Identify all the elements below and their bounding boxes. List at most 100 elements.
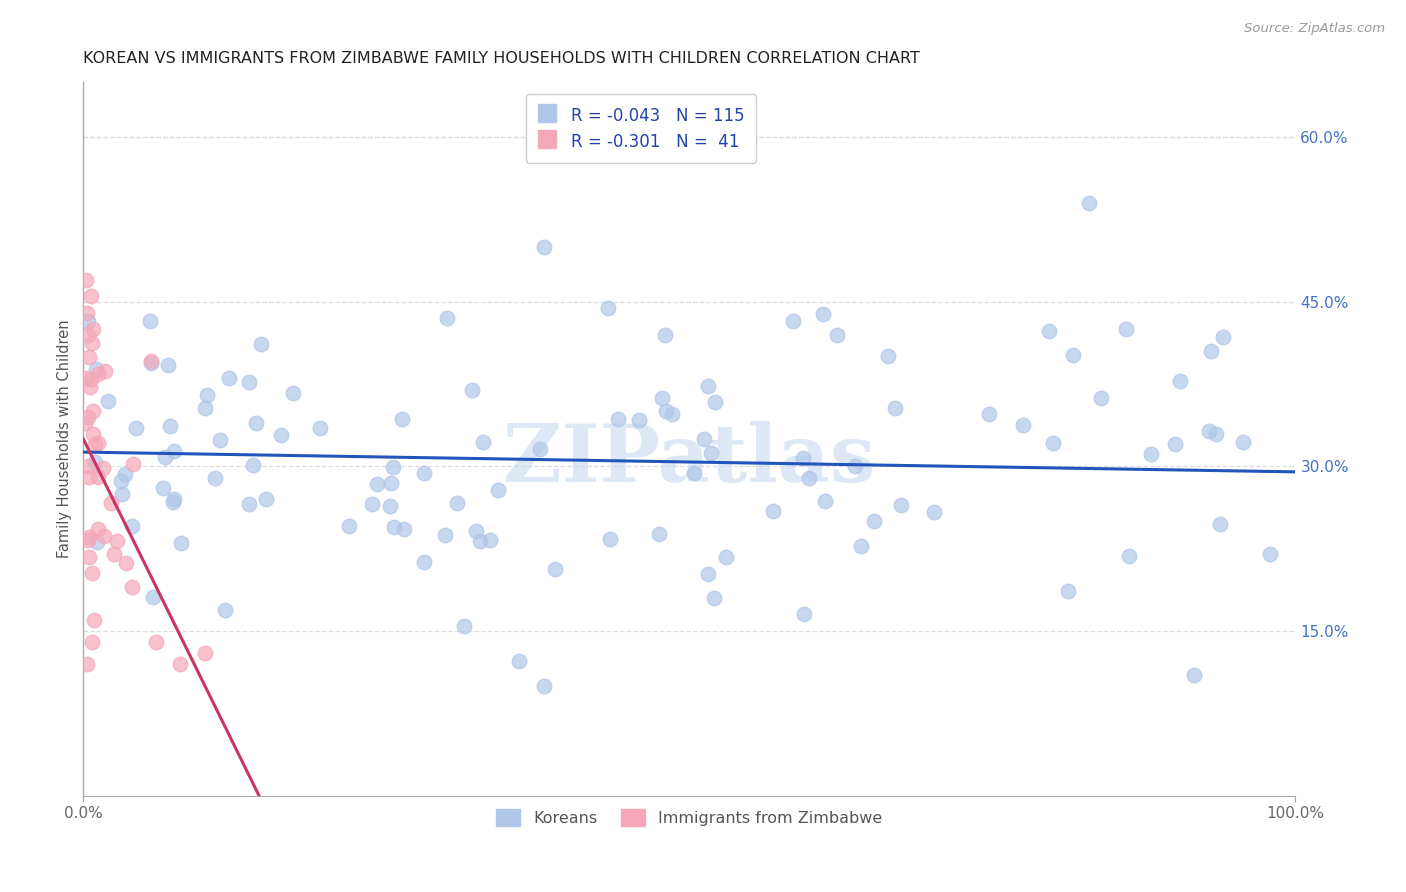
Point <box>1139 447 1161 461</box>
Point <box>155 450 177 465</box>
Point <box>194 401 217 415</box>
Point <box>1198 424 1220 438</box>
Point <box>270 428 292 442</box>
Point <box>436 311 458 326</box>
Point <box>703 591 725 606</box>
Point <box>1056 583 1078 598</box>
Point <box>79 380 101 394</box>
Point <box>245 416 267 430</box>
Point <box>1164 437 1187 451</box>
Point <box>162 495 184 509</box>
Point <box>76 533 98 548</box>
Point <box>80 288 103 302</box>
Point <box>793 607 815 622</box>
Point <box>1078 195 1101 210</box>
Point <box>170 536 193 550</box>
Point <box>86 522 108 536</box>
Point <box>799 471 821 485</box>
Point <box>73 416 96 430</box>
Point <box>380 475 402 490</box>
Point <box>693 432 716 446</box>
Point <box>105 534 128 549</box>
Point <box>599 532 621 546</box>
Point <box>281 386 304 401</box>
Point <box>382 459 405 474</box>
Point <box>163 443 186 458</box>
Point <box>76 657 98 671</box>
Point <box>394 522 416 536</box>
Point <box>782 314 804 328</box>
Point <box>1168 375 1191 389</box>
Point <box>111 487 134 501</box>
Point <box>87 470 110 484</box>
Point <box>486 483 509 497</box>
Point <box>1258 547 1281 561</box>
Point <box>792 450 814 465</box>
Point <box>1208 516 1230 531</box>
Point <box>195 388 218 402</box>
Point <box>413 467 436 481</box>
Point <box>1118 549 1140 563</box>
Point <box>468 534 491 549</box>
Point <box>87 367 110 381</box>
Point <box>863 515 886 529</box>
Point <box>77 530 100 544</box>
Point <box>811 307 834 321</box>
Point <box>75 371 97 385</box>
Point <box>82 335 104 350</box>
Point <box>82 426 104 441</box>
Point <box>337 518 360 533</box>
Point <box>83 613 105 627</box>
Point <box>114 467 136 482</box>
Point <box>139 314 162 328</box>
Point <box>1205 426 1227 441</box>
Point <box>453 619 475 633</box>
Point <box>1182 668 1205 682</box>
Point <box>80 635 103 649</box>
Point <box>661 407 683 421</box>
Text: ZIPatlas: ZIPatlas <box>503 421 876 500</box>
Point <box>86 361 108 376</box>
Point <box>82 322 104 336</box>
Point <box>139 356 162 370</box>
Point <box>142 590 165 604</box>
Point <box>110 474 132 488</box>
Point <box>82 404 104 418</box>
Point <box>596 301 619 315</box>
Point <box>169 657 191 671</box>
Point <box>242 458 264 472</box>
Point <box>1199 344 1222 359</box>
Point <box>77 409 100 424</box>
Point <box>380 500 402 514</box>
Point <box>890 499 912 513</box>
Point <box>76 313 98 327</box>
Point <box>77 327 100 342</box>
Point <box>366 477 388 491</box>
Point <box>1212 330 1234 344</box>
Point <box>1038 324 1060 338</box>
Point <box>77 459 100 474</box>
Point <box>96 394 118 409</box>
Point <box>977 408 1000 422</box>
Point <box>446 496 468 510</box>
Point <box>163 492 186 507</box>
Point <box>122 457 145 471</box>
Point <box>79 371 101 385</box>
Point <box>214 603 236 617</box>
Point <box>696 379 718 393</box>
Point <box>76 306 98 320</box>
Point <box>683 466 706 480</box>
Point <box>79 550 101 565</box>
Point <box>139 353 162 368</box>
Point <box>412 555 434 569</box>
Point <box>716 550 738 565</box>
Point <box>87 435 110 450</box>
Point <box>125 420 148 434</box>
Point <box>697 567 720 582</box>
Point <box>382 520 405 534</box>
Point <box>433 528 456 542</box>
Point <box>814 494 837 508</box>
Point <box>121 580 143 594</box>
Point <box>193 646 215 660</box>
Text: KOREAN VS IMMIGRANTS FROM ZIMBABWE FAMILY HOUSEHOLDS WITH CHILDREN CORRELATION C: KOREAN VS IMMIGRANTS FROM ZIMBABWE FAMIL… <box>83 51 920 66</box>
